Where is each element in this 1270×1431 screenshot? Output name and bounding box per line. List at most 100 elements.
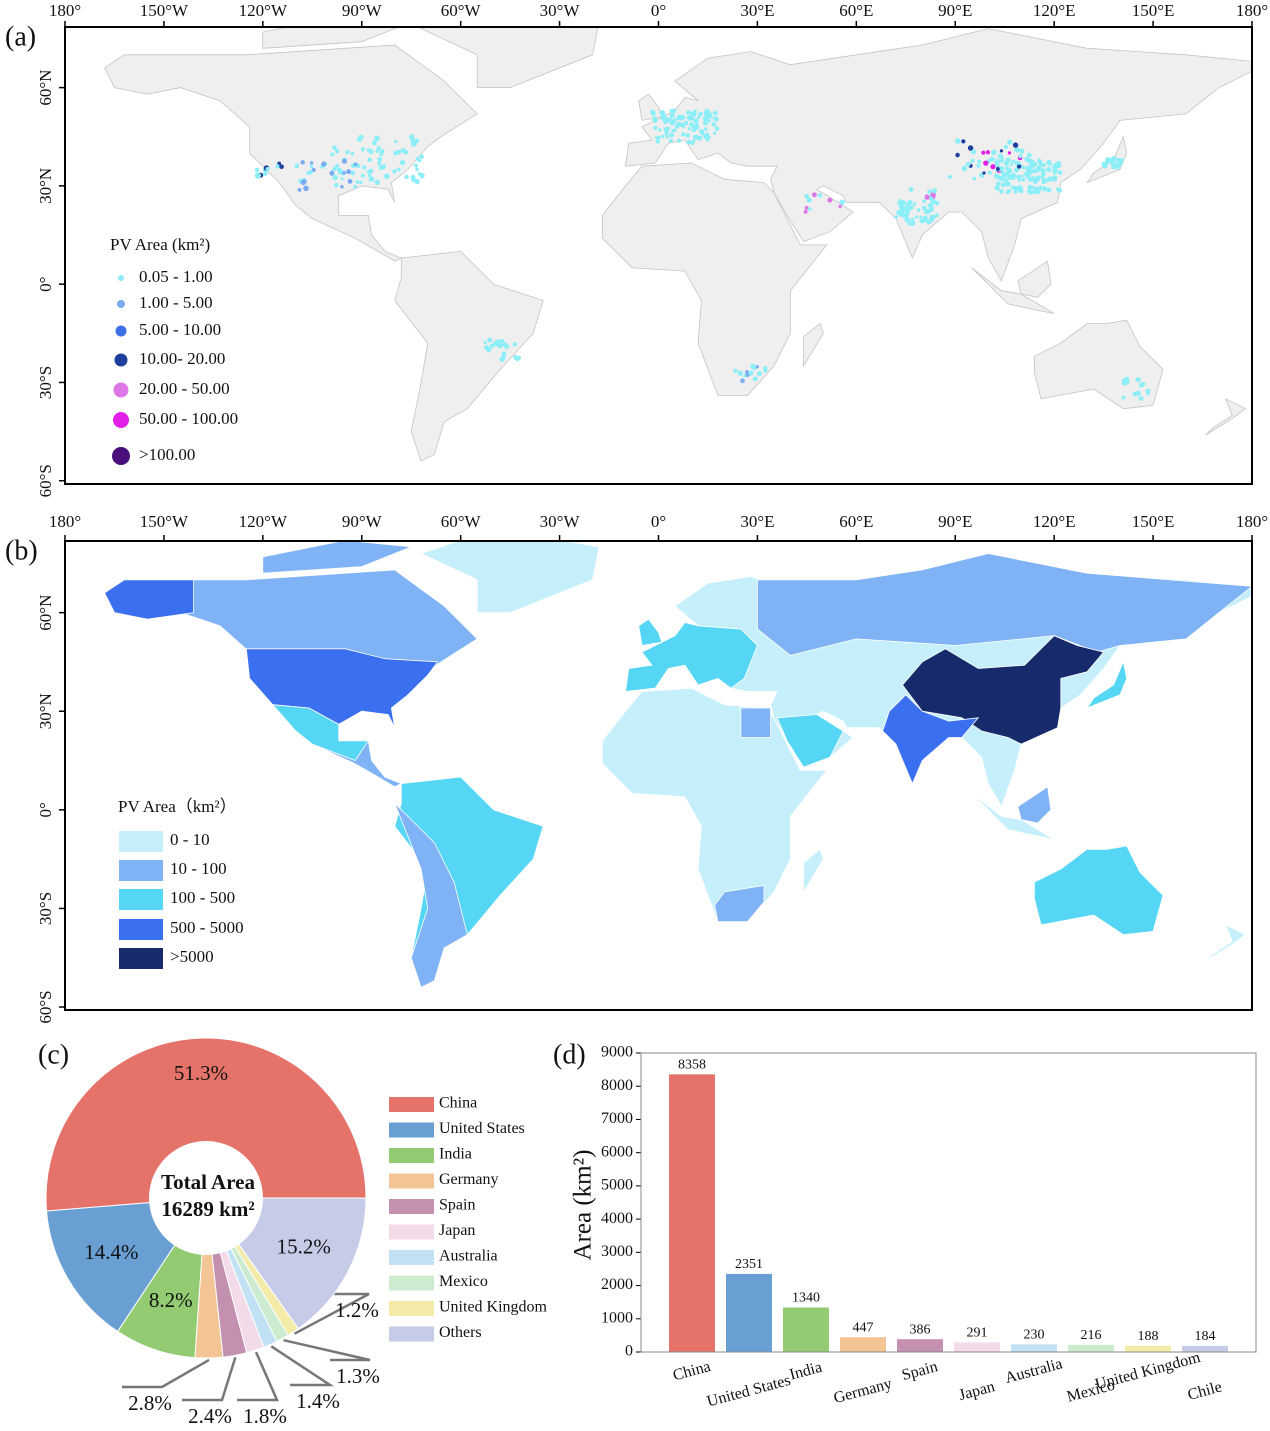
y-tick-label: 9000 (601, 1044, 633, 1061)
pv-site (907, 199, 913, 205)
pv-site (332, 174, 338, 181)
pv-site (311, 167, 316, 173)
legend-label: 500 - 5000 (170, 918, 244, 937)
pv-site (919, 215, 923, 219)
pv-site (803, 209, 808, 214)
pv-site (702, 115, 709, 122)
pv-site (965, 161, 971, 167)
pv-site (262, 171, 268, 176)
pv-site (335, 163, 340, 168)
legend-label: Germany (439, 1171, 499, 1188)
pv-site (371, 140, 377, 146)
pv-site (806, 197, 812, 203)
pv-site (1033, 162, 1037, 166)
pv-site (668, 138, 674, 143)
pv-site (499, 356, 505, 362)
country (394, 803, 468, 988)
pv-site (804, 205, 809, 210)
y-tick-label: 0° (36, 277, 55, 292)
legend-label: 10.00- 20.00 (139, 349, 225, 368)
pv-site (330, 152, 335, 157)
panel-label: (b) (5, 535, 38, 566)
pv-site (928, 216, 935, 223)
bar-value-label: 184 (1195, 1329, 1216, 1344)
legend-marker (112, 447, 130, 465)
pv-site (1018, 187, 1024, 194)
pv-site (1115, 165, 1120, 170)
bar-value-label: 447 (853, 1320, 874, 1335)
legend-marker (118, 275, 124, 281)
pv-site (740, 378, 745, 384)
country (420, 541, 600, 613)
pv-site (660, 134, 665, 139)
pv-site (983, 160, 989, 166)
legend-label: Mexico (439, 1273, 488, 1290)
legend-swatch (119, 831, 163, 852)
country (1205, 924, 1247, 962)
land (971, 267, 1055, 314)
pv-site (279, 164, 284, 170)
y-tick-label: 2000 (601, 1276, 633, 1293)
pv-site (297, 188, 302, 192)
legend-label: United States (439, 1120, 525, 1137)
legend-swatch (389, 1199, 434, 1214)
y-tick-label: 60°N (36, 70, 55, 106)
pv-site (678, 122, 684, 127)
pv-site (977, 159, 982, 164)
pv-site (690, 141, 695, 146)
pv-site (999, 149, 1003, 153)
legend-label: 5.00 - 10.00 (139, 320, 221, 339)
pv-site (1017, 164, 1022, 169)
bar (897, 1339, 943, 1352)
country (803, 848, 824, 894)
legend-swatch (119, 948, 163, 969)
pv-site (1135, 390, 1141, 396)
pv-site (1124, 376, 1130, 383)
pv-site (1018, 153, 1023, 159)
pv-site (350, 151, 355, 156)
pv-site (377, 157, 383, 162)
y-tick-label: 60°N (36, 595, 55, 631)
pv-site (1013, 186, 1018, 191)
pv-site (904, 210, 910, 216)
bar-value-label: 216 (1081, 1328, 1102, 1343)
pv-site (668, 132, 675, 138)
country (901, 635, 1105, 745)
legend-label: 10 - 100 (170, 859, 227, 878)
y-tick-label: 0° (36, 802, 55, 817)
pv-site (898, 204, 905, 211)
pv-site (921, 205, 927, 211)
pv-site (655, 139, 661, 144)
x-tick-label: 180° (1236, 1, 1268, 20)
x-tick-label: Japan (957, 1378, 997, 1404)
bar (1068, 1344, 1114, 1352)
land (1034, 319, 1164, 410)
country (245, 648, 439, 728)
country (714, 884, 765, 922)
country (104, 579, 195, 620)
pv-site (807, 207, 812, 211)
pv-site (1046, 187, 1052, 193)
legend-label: 1.00 - 5.00 (139, 293, 213, 312)
x-tick-label: 30°E (740, 512, 774, 531)
pv-site (1011, 159, 1016, 164)
pv-site (393, 140, 398, 144)
country (1017, 786, 1052, 824)
pv-site (360, 147, 366, 152)
land (1205, 397, 1247, 436)
y-tick-label: 7000 (601, 1110, 633, 1127)
x-tick-label: 150°E (1132, 512, 1175, 531)
legend-swatch (389, 1097, 434, 1112)
pv-site (374, 179, 380, 186)
pv-site (404, 174, 409, 180)
pv-site (501, 351, 507, 357)
pv-site (1009, 162, 1014, 167)
pv-site (367, 173, 372, 178)
pv-site (340, 177, 344, 181)
pv-site (929, 206, 934, 212)
pv-site (817, 193, 823, 198)
bar-value-label: 1340 (792, 1291, 820, 1306)
pv-site (985, 150, 991, 155)
leader-line (182, 1356, 237, 1402)
pv-site (999, 158, 1005, 164)
